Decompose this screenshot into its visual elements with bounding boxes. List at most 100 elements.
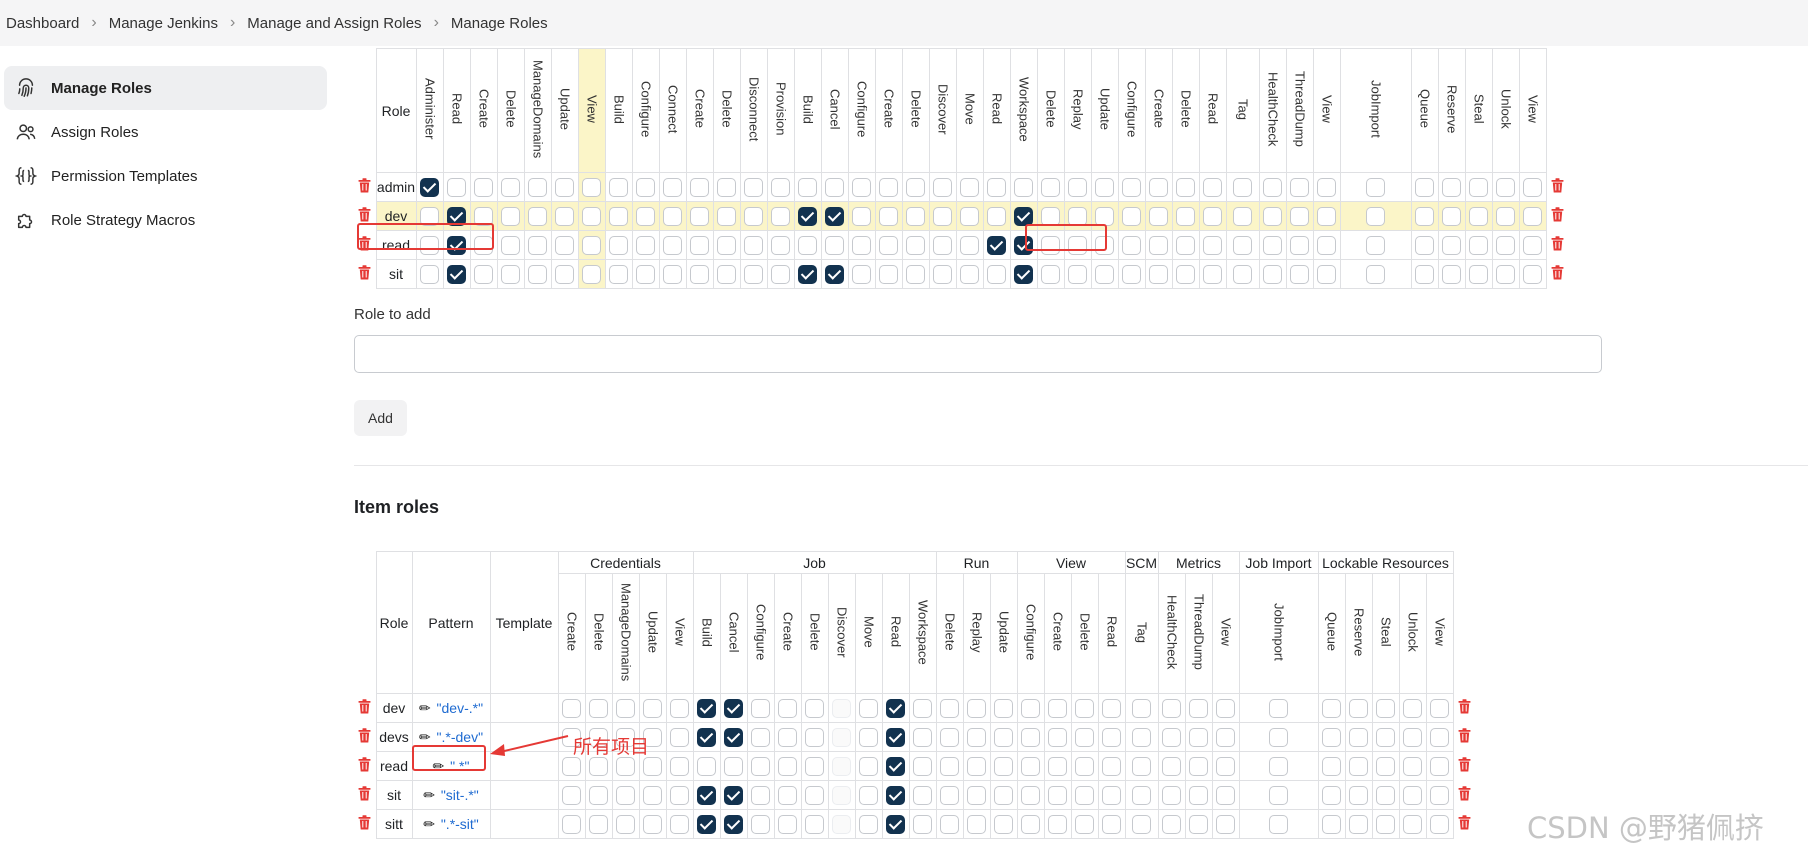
delete-role-trash-icon[interactable] bbox=[358, 207, 372, 223]
permission-checkbox[interactable] bbox=[1041, 264, 1060, 284]
permission-checkbox[interactable] bbox=[555, 235, 574, 255]
permission-checkbox[interactable] bbox=[1132, 698, 1151, 718]
permission-checkbox[interactable] bbox=[798, 264, 817, 284]
permission-checkbox[interactable] bbox=[562, 756, 581, 776]
permission-checkbox[interactable] bbox=[1430, 727, 1449, 747]
permission-checkbox[interactable] bbox=[1189, 785, 1208, 805]
delete-role-trash-icon[interactable] bbox=[1457, 699, 1471, 715]
permission-checkbox[interactable] bbox=[562, 698, 581, 718]
permission-checkbox[interactable] bbox=[724, 785, 743, 805]
permission-checkbox[interactable] bbox=[616, 698, 635, 718]
permission-checkbox[interactable] bbox=[1021, 814, 1040, 834]
permission-checkbox[interactable] bbox=[1523, 177, 1542, 197]
permission-checkbox[interactable] bbox=[501, 206, 520, 226]
permission-checkbox[interactable] bbox=[798, 235, 817, 255]
permission-checkbox[interactable] bbox=[697, 785, 716, 805]
permission-checkbox[interactable] bbox=[589, 785, 608, 805]
permission-checkbox[interactable] bbox=[751, 814, 770, 834]
delete-role-trash-icon[interactable] bbox=[358, 728, 372, 744]
permission-checkbox[interactable] bbox=[555, 206, 574, 226]
permission-checkbox[interactable] bbox=[1403, 698, 1422, 718]
permission-checkbox[interactable] bbox=[717, 264, 736, 284]
permission-checkbox[interactable] bbox=[1149, 206, 1168, 226]
breadcrumb-item-manage-jenkins[interactable]: Manage Jenkins bbox=[108, 14, 218, 32]
permission-checkbox[interactable] bbox=[1149, 177, 1168, 197]
permission-checkbox[interactable] bbox=[609, 264, 628, 284]
permission-checkbox[interactable] bbox=[778, 756, 797, 776]
permission-checkbox[interactable] bbox=[1269, 814, 1288, 834]
permission-checkbox[interactable] bbox=[1021, 698, 1040, 718]
permission-checkbox[interactable] bbox=[1021, 727, 1040, 747]
permission-checkbox[interactable] bbox=[420, 177, 439, 197]
permission-checkbox[interactable] bbox=[805, 698, 824, 718]
permission-checkbox[interactable] bbox=[798, 206, 817, 226]
permission-checkbox[interactable] bbox=[528, 264, 547, 284]
permission-checkbox[interactable] bbox=[886, 756, 905, 776]
permission-checkbox[interactable] bbox=[933, 206, 952, 226]
permission-checkbox[interactable] bbox=[879, 264, 898, 284]
permission-checkbox[interactable] bbox=[1376, 727, 1395, 747]
permission-checkbox[interactable] bbox=[1162, 756, 1181, 776]
permission-checkbox[interactable] bbox=[717, 235, 736, 255]
permission-checkbox[interactable] bbox=[906, 177, 925, 197]
permission-checkbox[interactable] bbox=[609, 206, 628, 226]
permission-checkbox[interactable] bbox=[1122, 235, 1141, 255]
permission-checkbox[interactable] bbox=[1263, 235, 1282, 255]
permission-checkbox[interactable] bbox=[1496, 264, 1515, 284]
permission-checkbox[interactable] bbox=[1021, 785, 1040, 805]
permission-checkbox[interactable] bbox=[1216, 756, 1235, 776]
permission-checkbox[interactable] bbox=[1263, 264, 1282, 284]
permission-checkbox[interactable] bbox=[832, 756, 851, 776]
permission-checkbox[interactable] bbox=[879, 177, 898, 197]
permission-checkbox[interactable] bbox=[1290, 206, 1309, 226]
permission-checkbox[interactable] bbox=[1014, 206, 1033, 226]
edit-pencil-icon[interactable]: ✏︎ bbox=[418, 728, 431, 745]
permission-checkbox[interactable] bbox=[1403, 814, 1422, 834]
permission-checkbox[interactable] bbox=[987, 235, 1006, 255]
permission-checkbox[interactable] bbox=[616, 756, 635, 776]
permission-checkbox[interactable] bbox=[1041, 177, 1060, 197]
permission-checkbox[interactable] bbox=[1189, 727, 1208, 747]
permission-checkbox[interactable] bbox=[852, 177, 871, 197]
permission-checkbox[interactable] bbox=[636, 206, 655, 226]
permission-checkbox[interactable] bbox=[1317, 264, 1336, 284]
permission-checkbox[interactable] bbox=[859, 727, 878, 747]
sidebar-item-permission-templates[interactable]: Permission Templates bbox=[4, 154, 327, 198]
permission-checkbox[interactable] bbox=[1233, 235, 1252, 255]
permission-checkbox[interactable] bbox=[1263, 206, 1282, 226]
permission-checkbox[interactable] bbox=[913, 814, 932, 834]
permission-checkbox[interactable] bbox=[501, 177, 520, 197]
permission-checkbox[interactable] bbox=[1189, 698, 1208, 718]
permission-checkbox[interactable] bbox=[663, 177, 682, 197]
permission-checkbox[interactable] bbox=[1102, 814, 1121, 834]
permission-checkbox[interactable] bbox=[447, 264, 466, 284]
role-to-add-input[interactable] bbox=[354, 335, 1602, 373]
permission-checkbox[interactable] bbox=[643, 814, 662, 834]
permission-checkbox[interactable] bbox=[1132, 814, 1151, 834]
permission-checkbox[interactable] bbox=[1290, 264, 1309, 284]
permission-checkbox[interactable] bbox=[1122, 206, 1141, 226]
permission-checkbox[interactable] bbox=[697, 756, 716, 776]
permission-checkbox[interactable] bbox=[771, 177, 790, 197]
permission-checkbox[interactable] bbox=[1269, 785, 1288, 805]
permission-checkbox[interactable] bbox=[778, 814, 797, 834]
permission-checkbox[interactable] bbox=[913, 698, 932, 718]
permission-checkbox[interactable] bbox=[751, 727, 770, 747]
edit-pencil-icon[interactable]: ✏︎ bbox=[418, 699, 431, 716]
permission-checkbox[interactable] bbox=[1322, 785, 1341, 805]
permission-checkbox[interactable] bbox=[1176, 206, 1195, 226]
permission-checkbox[interactable] bbox=[724, 756, 743, 776]
permission-checkbox[interactable] bbox=[589, 814, 608, 834]
permission-checkbox[interactable] bbox=[852, 264, 871, 284]
permission-checkbox[interactable] bbox=[697, 727, 716, 747]
permission-checkbox[interactable] bbox=[1102, 785, 1121, 805]
permission-checkbox[interactable] bbox=[670, 785, 689, 805]
permission-checkbox[interactable] bbox=[1415, 264, 1434, 284]
permission-checkbox[interactable] bbox=[1014, 177, 1033, 197]
breadcrumb-item-manage-and-assign-roles[interactable]: Manage and Assign Roles bbox=[247, 14, 422, 32]
permission-checkbox[interactable] bbox=[1233, 177, 1252, 197]
permission-checkbox[interactable] bbox=[987, 177, 1006, 197]
permission-checkbox[interactable] bbox=[825, 264, 844, 284]
permission-checkbox[interactable] bbox=[1415, 177, 1434, 197]
permission-checkbox[interactable] bbox=[1203, 264, 1222, 284]
